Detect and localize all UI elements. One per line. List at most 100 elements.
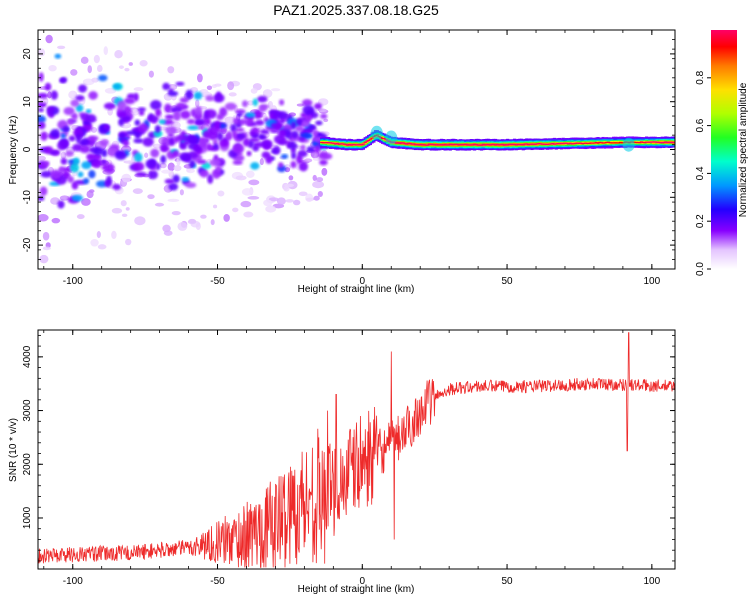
spectrogram-ridge-segment: [610, 142, 614, 144]
spectrogram-blob: [80, 137, 90, 146]
spectrogram-noise-blob: [292, 199, 301, 206]
spectrogram-ridge-segment: [613, 140, 617, 144]
spectrogram-blob: [297, 150, 308, 158]
spectrogram-blob: [87, 135, 99, 141]
spectrogram-blob: [261, 151, 271, 159]
spectrogram-ridge-segment: [606, 141, 611, 145]
spectrogram-ridge-segment: [658, 142, 663, 144]
spectrogram-ridge-segment: [558, 143, 562, 145]
spectrogram-blob: [201, 162, 212, 170]
colorbar-gradient: [711, 30, 737, 269]
spectrogram-blob: [137, 107, 147, 112]
spectrogram-ridge-segment: [420, 144, 425, 146]
spectrogram-blob: [160, 155, 167, 164]
spectrogram-ridge-segment: [413, 144, 418, 146]
spectrogram-ridge-segment: [450, 143, 454, 146]
spectrogram-blob: [179, 152, 192, 162]
spectrogram-blob: [88, 91, 98, 100]
spectrogram-ridge-segment: [481, 143, 485, 147]
spectrogram-ridge-segment: [455, 143, 459, 145]
spectrogram-ridge-segment: [335, 142, 339, 145]
spectrogram-ridge-segment: [500, 143, 505, 146]
spectrogram-blob: [135, 171, 147, 177]
spectrogram-noise-blob: [93, 54, 100, 64]
spectrogram-blob: [132, 161, 145, 172]
spectrogram-noise-blob: [187, 219, 197, 225]
spectrogram-noise-blob: [240, 200, 252, 208]
spectrogram-blob: [255, 119, 265, 126]
spectrogram-ridge-segment: [466, 144, 470, 146]
spectrogram-ridge-segment: [424, 144, 428, 146]
spectrogram-ridge-segment: [436, 144, 440, 146]
spectrogram-ridge-segment: [643, 142, 647, 144]
spectrogram-ridge-segment: [617, 140, 621, 144]
spectrogram-ridge-bump: [385, 130, 398, 145]
spectrogram-noise-blob: [42, 231, 50, 241]
spectrogram-ridge-bump: [370, 125, 383, 140]
spectrogram-noise-blob: [80, 56, 89, 64]
spectrogram-noise-blob: [246, 100, 255, 106]
spectrogram-noise-blob: [96, 231, 101, 239]
spectrogram-ridge-segment: [400, 142, 404, 144]
spectrogram-ridge-segment: [563, 142, 567, 144]
spectrogram-noise-blob: [47, 91, 52, 99]
spectrogram-blob: [99, 139, 109, 147]
spectrogram-xtick-label: -100: [63, 276, 83, 287]
spectrogram-ridge-segment: [559, 142, 564, 144]
spectrogram-blob: [38, 92, 49, 99]
spectrogram-blob: [133, 138, 144, 144]
spectrogram-noise-blob: [167, 66, 175, 74]
spectrogram-ridge-segment: [617, 142, 621, 144]
spectrogram-blob: [205, 95, 215, 102]
spectrogram-ridge-segment: [632, 141, 637, 143]
spectrogram-blob: [215, 165, 222, 173]
spectrogram-ridge-segment: [412, 143, 416, 145]
spectrogram-blob: [168, 182, 179, 191]
spectrogram-noise-blob: [223, 214, 230, 222]
spectrogram-noise-blob: [250, 88, 258, 94]
spectrogram-blob: [71, 194, 84, 202]
spectrogram-blob: [97, 74, 108, 82]
spectrogram-blob: [86, 153, 94, 161]
snr-background: [38, 330, 675, 569]
spectrogram-ridge-segment: [596, 142, 600, 144]
spectrogram-noise-blob: [111, 207, 123, 214]
spectrogram-blob: [205, 118, 211, 126]
spectrogram-ridge-segment: [448, 143, 452, 145]
spectrogram-blob: [280, 154, 289, 159]
spectrogram-ridge-segment: [354, 144, 359, 146]
spectrogram-blob: [38, 115, 46, 124]
spectrogram-ridge-segment: [579, 142, 583, 144]
spectrogram-ridge-segment: [547, 143, 551, 145]
spectrogram-noise-blob: [288, 175, 294, 181]
spectrogram-noise-blob: [147, 194, 155, 200]
spectrogram-noise-blob: [70, 69, 78, 76]
spectrogram-ridge-segment: [650, 141, 654, 143]
spectrogram-blob: [196, 159, 207, 165]
spectrogram-blob: [81, 161, 92, 170]
spectrogram-ridge-segment: [380, 137, 385, 140]
spectrogram-ytick-label: -20: [22, 237, 33, 252]
spectrogram-blob: [199, 169, 209, 178]
spectrogram-ridge-segment: [346, 144, 350, 146]
spectrogram-blob: [118, 132, 126, 140]
spectrogram-blob: [171, 150, 180, 158]
spectrogram-ridge-segment: [584, 142, 588, 144]
spectrogram-blob: [154, 124, 161, 133]
colorbar-tick-label: 0.8: [695, 70, 706, 84]
spectrogram-ridge-segment: [537, 143, 541, 145]
spectrogram-ridge-segment: [570, 143, 574, 145]
spectrogram-blob: [312, 129, 319, 137]
spectrogram-ridge-segment: [594, 141, 598, 144]
spectrogram-blob: [59, 78, 66, 83]
spectrogram-blob: [238, 119, 249, 125]
spectrogram-blob: [122, 140, 130, 147]
spectrogram-noise-blob: [271, 88, 281, 92]
snr-xtick-label: 0: [360, 576, 366, 587]
spectrogram-ridge-segment: [408, 143, 412, 145]
spectrogram-noise-blob: [51, 217, 61, 224]
spectrogram-ridge-segment: [612, 142, 616, 144]
spectrogram-ridge-segment: [646, 141, 650, 143]
spectrogram-ridge-segment: [585, 142, 590, 145]
spectrogram-ridge-segment: [400, 142, 404, 145]
